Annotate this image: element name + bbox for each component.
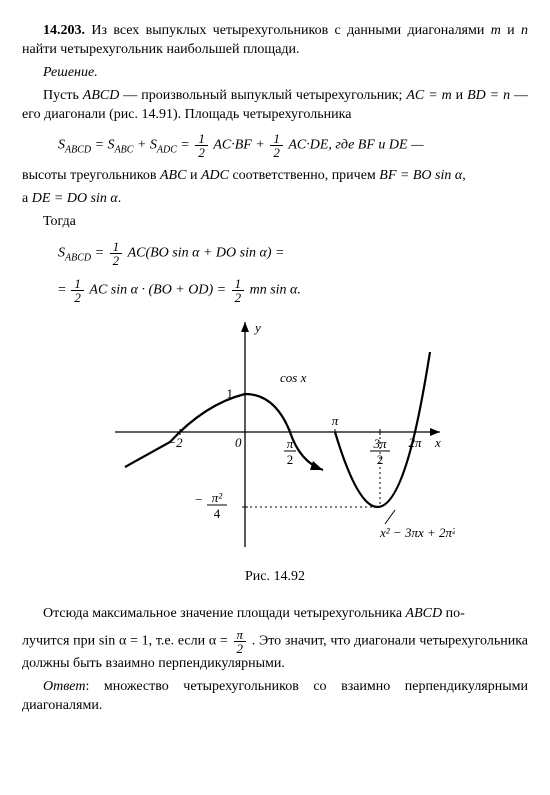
solution-p5: Отсюда максимальное значение площади чет… bbox=[22, 605, 528, 624]
svg-text:π²: π² bbox=[212, 490, 224, 505]
cosx-label: cos x bbox=[280, 370, 307, 385]
equation-2: SABCD = 12 AC(BO sin α + DO sin α) = = 1… bbox=[58, 240, 528, 304]
svg-text:4: 4 bbox=[214, 506, 221, 521]
problem-number: 14.203. bbox=[43, 23, 85, 38]
solution-p4: Тогда bbox=[22, 213, 528, 232]
tick-pi: π bbox=[332, 413, 339, 428]
answer: Ответ: множество четырехугольников со вз… bbox=[22, 678, 528, 716]
solution-heading: Решение. bbox=[22, 64, 528, 83]
solution-p2: высоты треугольников ABC и ADC соответст… bbox=[22, 167, 528, 186]
tick-zero: 0 bbox=[235, 435, 242, 450]
svg-text:−: − bbox=[195, 492, 202, 507]
parabola-curve bbox=[335, 352, 430, 507]
y-axis-label: y bbox=[253, 320, 261, 335]
solution-p3: а DE = DO sin α. bbox=[22, 190, 528, 209]
problem-statement: 14.203. Из всех выпуклых четырехугольник… bbox=[22, 22, 528, 60]
tick-neg-pi2-over-4: − π² 4 bbox=[195, 490, 248, 521]
figure-14-92: y x −2 0 π 2 π 3π 2 2π 1 bbox=[95, 312, 455, 562]
equation-1: SABCD = SABC + SADC = 12 AC·BF + 12 AC·D… bbox=[58, 132, 528, 159]
solution-p6: лучится при sin α = 1, т.е. если α = π2 … bbox=[22, 628, 528, 674]
arrowhead-icon bbox=[310, 461, 323, 470]
solution-p1: Пусть ABCD — произвольный выпуклый четыр… bbox=[22, 87, 528, 125]
figure-caption: Рис. 14.92 bbox=[22, 568, 528, 587]
svg-text:2: 2 bbox=[377, 452, 384, 467]
svg-text:2: 2 bbox=[287, 452, 294, 467]
parabola-label: x² − 3πx + 2π² bbox=[379, 525, 455, 540]
x-axis-label: x bbox=[434, 435, 441, 450]
